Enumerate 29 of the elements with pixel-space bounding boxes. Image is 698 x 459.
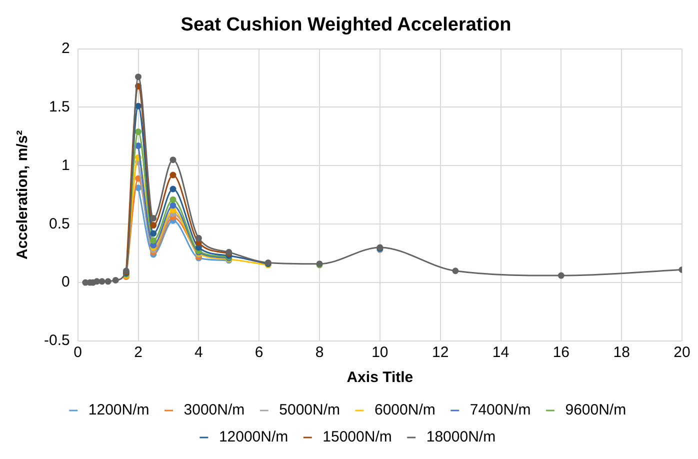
chart-title: Seat Cushion Weighted Acceleration bbox=[180, 14, 512, 36]
x-tick-label: 6 bbox=[254, 344, 264, 362]
legend-label: 6000N/m bbox=[374, 402, 436, 419]
y-tick-label: 1.5 bbox=[48, 98, 70, 116]
legend-label: 7400N/m bbox=[470, 402, 531, 419]
legend-label: 15000N/m bbox=[322, 428, 392, 446]
x-tick-label: 14 bbox=[492, 344, 510, 362]
x-tick-label: 4 bbox=[194, 344, 203, 362]
legend-label: 3000N/m bbox=[184, 402, 245, 419]
y-tick-label: 0 bbox=[62, 274, 70, 291]
x-tick-label: 16 bbox=[552, 344, 570, 362]
legend-label: 12000N/m bbox=[218, 428, 288, 446]
x-tick-label: 2 bbox=[134, 344, 142, 362]
x-tick-label: 18 bbox=[613, 344, 630, 362]
x-tick-label: 10 bbox=[372, 344, 388, 362]
x-tick-label: 8 bbox=[315, 344, 324, 362]
legend-label: 5000N/m bbox=[279, 402, 340, 419]
legend-label: 18000N/m bbox=[426, 428, 496, 446]
y-tick-label: 0.5 bbox=[48, 215, 70, 232]
legend-label: 9600N/m bbox=[565, 402, 626, 419]
y-tick-label: 1 bbox=[62, 156, 70, 174]
x-tick-label: 12 bbox=[432, 344, 449, 362]
x-axis-title: Axis Title bbox=[346, 369, 414, 386]
x-tick-label: 20 bbox=[674, 344, 690, 362]
legend-label: 1200N/m bbox=[88, 402, 150, 419]
y-tick-label: 2 bbox=[62, 40, 70, 57]
y-axis-title: Acceleration, m/s² bbox=[14, 130, 32, 260]
y-tick-label: -0.5 bbox=[44, 332, 70, 350]
x-tick-label: 0 bbox=[74, 344, 82, 362]
